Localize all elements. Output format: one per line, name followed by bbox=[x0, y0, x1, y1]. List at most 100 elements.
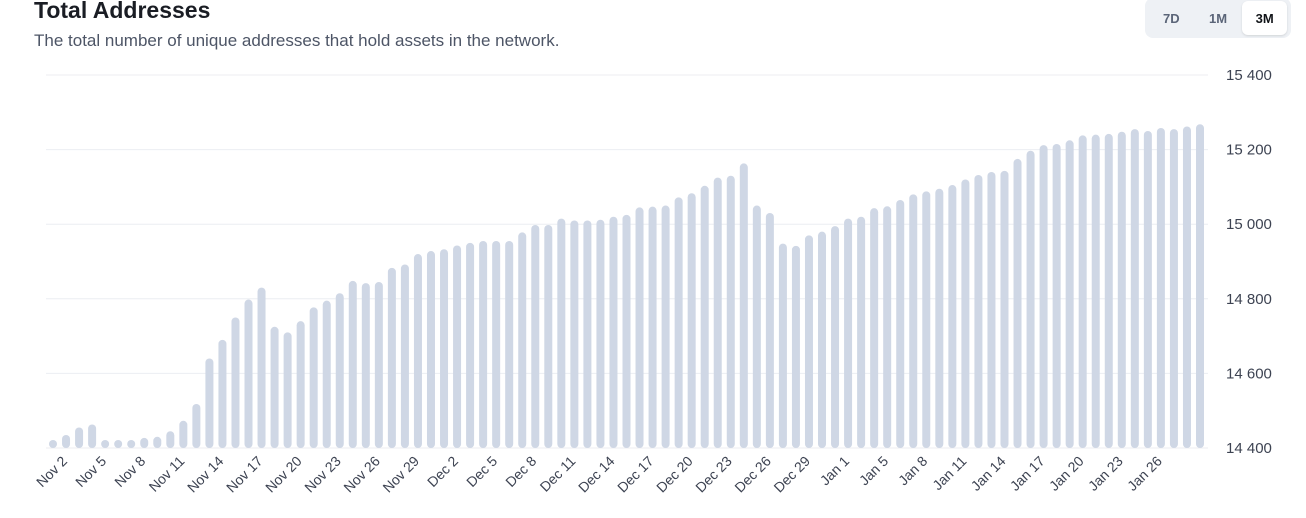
bar[interactable] bbox=[101, 440, 110, 448]
bar[interactable] bbox=[674, 197, 683, 448]
bar[interactable] bbox=[153, 436, 162, 448]
bar[interactable] bbox=[466, 242, 475, 448]
bar[interactable] bbox=[309, 307, 318, 448]
bar[interactable] bbox=[661, 205, 670, 448]
bar[interactable] bbox=[1000, 170, 1009, 448]
bar[interactable] bbox=[765, 213, 774, 448]
x-tick-label: Dec 20 bbox=[653, 453, 696, 496]
bar[interactable] bbox=[257, 287, 266, 448]
bar[interactable] bbox=[1182, 126, 1191, 448]
bar[interactable] bbox=[479, 240, 488, 448]
bar[interactable] bbox=[1026, 150, 1035, 448]
bar[interactable] bbox=[531, 224, 540, 448]
bar[interactable] bbox=[818, 231, 827, 448]
bar[interactable] bbox=[218, 339, 227, 448]
bar[interactable] bbox=[387, 267, 396, 448]
bar[interactable] bbox=[505, 240, 514, 448]
bar[interactable] bbox=[348, 280, 357, 448]
bar[interactable] bbox=[935, 188, 944, 448]
bar[interactable] bbox=[426, 251, 435, 448]
bar[interactable] bbox=[778, 243, 787, 448]
bar[interactable] bbox=[140, 437, 149, 448]
bar[interactable] bbox=[270, 326, 279, 448]
bar[interactable] bbox=[1104, 133, 1113, 448]
x-tick-label: Dec 14 bbox=[575, 453, 618, 496]
bar[interactable] bbox=[896, 199, 905, 448]
bar[interactable] bbox=[609, 216, 618, 448]
bar[interactable] bbox=[413, 254, 422, 448]
bar[interactable] bbox=[62, 434, 71, 448]
bar[interactable] bbox=[296, 321, 305, 448]
bar[interactable] bbox=[726, 175, 735, 448]
bar[interactable] bbox=[1117, 131, 1126, 449]
bar[interactable] bbox=[1039, 145, 1048, 448]
bar[interactable] bbox=[752, 205, 761, 448]
bar[interactable] bbox=[1052, 144, 1061, 448]
bar[interactable] bbox=[922, 191, 931, 448]
bar[interactable] bbox=[166, 431, 175, 448]
bar[interactable] bbox=[844, 218, 853, 448]
x-tick-label: Dec 26 bbox=[731, 453, 774, 496]
bar[interactable] bbox=[1130, 129, 1139, 448]
bar[interactable] bbox=[883, 206, 892, 448]
bar[interactable] bbox=[400, 264, 409, 448]
bar[interactable] bbox=[518, 232, 527, 448]
bar[interactable] bbox=[791, 245, 800, 448]
bar[interactable] bbox=[88, 424, 97, 448]
bar[interactable] bbox=[335, 293, 344, 448]
range-7d-button[interactable]: 7D bbox=[1149, 1, 1194, 35]
bar[interactable] bbox=[544, 224, 553, 448]
chart-title: Total Addresses bbox=[34, 0, 211, 23]
bar[interactable] bbox=[687, 193, 696, 448]
bar[interactable] bbox=[870, 208, 879, 448]
bar[interactable] bbox=[804, 235, 813, 448]
bar[interactable] bbox=[557, 218, 566, 448]
bar[interactable] bbox=[127, 440, 136, 448]
range-1m-button[interactable]: 1M bbox=[1196, 1, 1241, 35]
bar[interactable] bbox=[1013, 158, 1022, 449]
bar[interactable] bbox=[75, 427, 84, 448]
bar[interactable] bbox=[583, 220, 592, 448]
bar[interactable] bbox=[322, 300, 331, 448]
bar[interactable] bbox=[192, 403, 201, 448]
bar[interactable] bbox=[974, 174, 983, 449]
range-3m-button[interactable]: 3M bbox=[1242, 1, 1288, 35]
bar[interactable] bbox=[948, 185, 957, 448]
bar[interactable] bbox=[1091, 134, 1100, 448]
x-tick-label: Jan 5 bbox=[856, 453, 892, 489]
bar[interactable] bbox=[453, 245, 462, 448]
bar[interactable] bbox=[361, 283, 370, 448]
bar[interactable] bbox=[635, 207, 644, 448]
bar[interactable] bbox=[1169, 129, 1178, 448]
bar[interactable] bbox=[713, 177, 722, 448]
bar[interactable] bbox=[1065, 140, 1074, 448]
bar[interactable] bbox=[1156, 127, 1165, 448]
bar[interactable] bbox=[205, 358, 214, 448]
bar[interactable] bbox=[1196, 124, 1204, 449]
bar[interactable] bbox=[700, 185, 709, 448]
x-tick-label: Dec 2 bbox=[424, 453, 461, 490]
bar[interactable] bbox=[1078, 135, 1087, 448]
x-tick-label: Dec 17 bbox=[614, 453, 657, 496]
bar[interactable] bbox=[179, 420, 188, 448]
bar[interactable] bbox=[570, 220, 579, 448]
bar[interactable] bbox=[244, 299, 253, 448]
bar[interactable] bbox=[492, 240, 501, 448]
bar[interactable] bbox=[961, 179, 970, 448]
bar[interactable] bbox=[231, 317, 240, 448]
bar[interactable] bbox=[909, 194, 918, 448]
bar[interactable] bbox=[596, 219, 605, 448]
bar[interactable] bbox=[857, 216, 866, 448]
bar[interactable] bbox=[49, 440, 57, 448]
bar[interactable] bbox=[374, 282, 383, 448]
bar[interactable] bbox=[987, 171, 996, 449]
bar[interactable] bbox=[114, 440, 123, 448]
x-tick-label: Jan 17 bbox=[1007, 453, 1048, 494]
bar[interactable] bbox=[622, 214, 631, 448]
bar[interactable] bbox=[1143, 130, 1152, 448]
bar[interactable] bbox=[739, 163, 748, 448]
bar[interactable] bbox=[648, 206, 657, 448]
bar[interactable] bbox=[440, 249, 449, 448]
bar[interactable] bbox=[283, 332, 292, 448]
bar[interactable] bbox=[831, 226, 840, 448]
